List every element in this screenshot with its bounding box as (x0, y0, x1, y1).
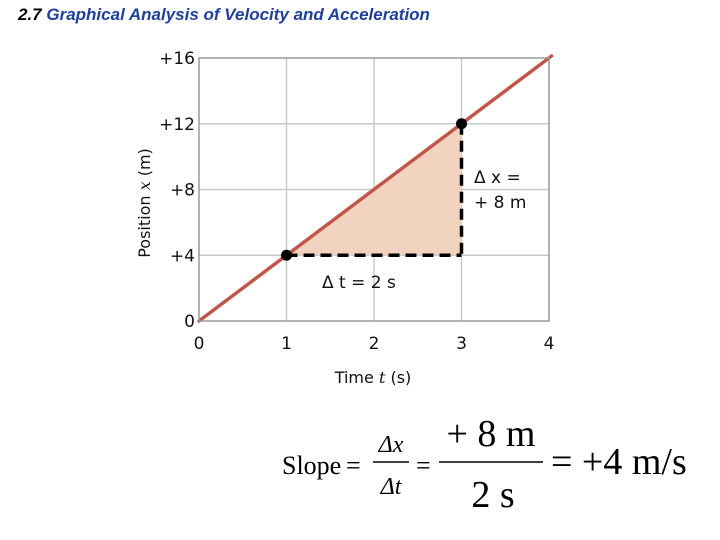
data-point (281, 249, 292, 261)
formula-denominator: 2 s (471, 474, 514, 516)
slope-formula: Slope = Δx Δt = + 8 m 2 s = +4 m/s (282, 413, 687, 516)
x-tick-labels: 0 1 2 3 4 (194, 334, 555, 354)
delta-x-label-line1: Δ x = (474, 168, 521, 188)
x-tick-label: 0 (194, 334, 205, 354)
x-tick-label: 1 (281, 334, 292, 354)
slide-title-text: Graphical Analysis of Velocity and Accel… (46, 5, 430, 24)
x-axis-label: Time t (s) (334, 368, 412, 387)
delta-x-label-line2: + 8 m (474, 193, 526, 213)
y-tick-label: +16 (159, 49, 195, 69)
data-point (456, 118, 467, 130)
position-series-line (197, 54, 554, 323)
slide-title: 2.7 Graphical Analysis of Velocity and A… (18, 5, 430, 25)
formula-slope-label: Slope (282, 451, 341, 480)
y-axis-label: Position x (m) (135, 148, 154, 258)
delta-t-label: Δ t = 2 s (322, 273, 396, 293)
data-points (281, 118, 467, 261)
formula-numerator: + 8 m (447, 413, 536, 455)
y-tick-labels: 0 +4 +8 +12 +16 (159, 49, 195, 332)
formula-dt: Δt (380, 474, 403, 500)
x-tick-label: 2 (369, 334, 380, 354)
x-tick-label: 4 (544, 334, 555, 354)
grid (199, 58, 549, 321)
plot-frame (198, 57, 550, 322)
x-tick-label: 3 (456, 334, 467, 354)
formula-equals-1: = (346, 451, 361, 480)
y-tick-label: 0 (184, 312, 195, 332)
slide-number: 2.7 (18, 5, 42, 24)
formula-result: = +4 m/s (551, 441, 687, 483)
y-tick-label: +4 (170, 246, 195, 266)
y-tick-label: +12 (159, 115, 195, 135)
formula-dx: Δx (378, 432, 404, 458)
formula-equals-2: = (416, 451, 431, 480)
y-tick-label: +8 (170, 181, 195, 201)
